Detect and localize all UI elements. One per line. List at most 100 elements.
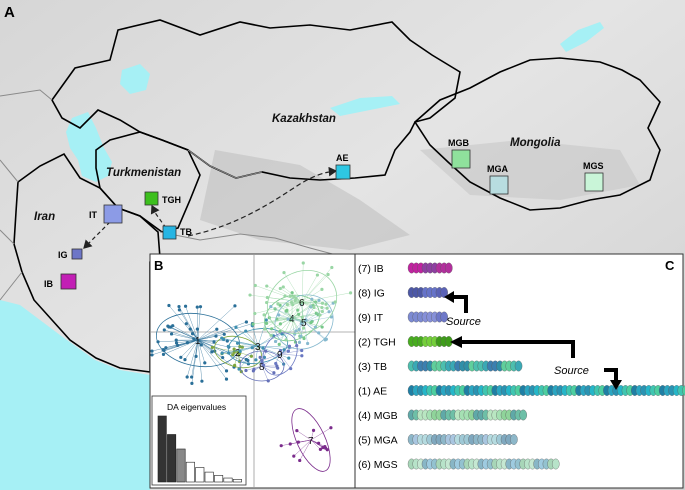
country-label-mongolia: Mongolia bbox=[510, 137, 561, 149]
scatter-link bbox=[197, 339, 249, 365]
scatter-point bbox=[195, 305, 199, 309]
scatter-point bbox=[318, 447, 323, 451]
scatter-link bbox=[301, 301, 323, 312]
scatter-point bbox=[248, 293, 252, 297]
scatter-link bbox=[279, 345, 297, 355]
scatter-point bbox=[238, 349, 242, 353]
scatter-link bbox=[283, 286, 303, 303]
scatter-point bbox=[297, 340, 302, 344]
eigenvalue-bar bbox=[204, 471, 214, 483]
eigenvalue-bar bbox=[232, 479, 242, 483]
site-ae[interactable]: AE bbox=[335, 153, 351, 180]
site-marker-mgb bbox=[451, 149, 471, 169]
scatter-link bbox=[294, 321, 305, 335]
scatter-link bbox=[291, 317, 301, 337]
scatter-link bbox=[281, 439, 312, 446]
scatter-link bbox=[279, 353, 302, 356]
scatter-point bbox=[224, 377, 229, 381]
country-label-iran: Iran bbox=[34, 211, 55, 223]
scatter-link bbox=[252, 325, 259, 347]
scatter-point bbox=[232, 347, 236, 351]
structure-row: (3) TB bbox=[358, 360, 523, 373]
site-it[interactable]: IT bbox=[89, 204, 123, 224]
scatter-point bbox=[265, 284, 269, 288]
eigenvalue-bar bbox=[167, 434, 177, 483]
scatter-point bbox=[296, 308, 300, 312]
scatter-cluster: 3 bbox=[220, 318, 291, 371]
scatter-point bbox=[244, 320, 249, 324]
scatter-link bbox=[197, 339, 227, 380]
scatter-point bbox=[276, 302, 280, 306]
scatter-point bbox=[161, 352, 166, 356]
scatter-point bbox=[203, 361, 207, 365]
scatter-link bbox=[303, 316, 332, 323]
scatter-point bbox=[300, 315, 304, 319]
scatter-point bbox=[297, 312, 301, 316]
scatter-point bbox=[276, 366, 280, 370]
site-ig[interactable]: IG bbox=[58, 248, 83, 260]
scatter-point bbox=[287, 344, 292, 348]
site-marker-mgs bbox=[584, 172, 604, 192]
scatter-point bbox=[198, 305, 203, 309]
site-mga[interactable]: MGA bbox=[487, 164, 508, 195]
scatter-link bbox=[270, 301, 303, 336]
scatter-point bbox=[295, 429, 299, 433]
scatter-link bbox=[185, 306, 199, 341]
scatter-link bbox=[197, 307, 199, 341]
scatter-cluster: 7 bbox=[279, 408, 333, 472]
scatter-ellipse bbox=[274, 294, 334, 350]
scatter-point bbox=[224, 369, 229, 373]
scatter-point bbox=[174, 338, 178, 342]
scatter-ellipse bbox=[239, 350, 285, 382]
site-tb[interactable]: TB bbox=[162, 225, 192, 240]
scatter-link bbox=[255, 285, 303, 303]
scatter-link bbox=[261, 353, 281, 361]
scatter-point bbox=[274, 361, 278, 366]
scatter-cluster-number: 9 bbox=[277, 350, 283, 361]
other-borders bbox=[0, 89, 341, 301]
route-tb-to-ae bbox=[187, 166, 338, 237]
scatter-point bbox=[254, 358, 258, 362]
scatter-point bbox=[162, 328, 166, 332]
scatter-link bbox=[245, 330, 259, 347]
scatter-link bbox=[257, 335, 274, 347]
site-mgs[interactable]: MGS bbox=[583, 161, 604, 192]
source-arrowhead-ig bbox=[444, 291, 454, 303]
site-ib[interactable]: IB bbox=[44, 273, 77, 290]
aral-sea bbox=[120, 64, 150, 94]
scatter-point bbox=[282, 270, 286, 275]
eigenvalue-bar bbox=[185, 461, 195, 483]
scatter-link bbox=[266, 301, 303, 303]
scatter-link bbox=[264, 301, 303, 330]
site-label-ae: AE bbox=[336, 153, 349, 163]
scatter-point bbox=[253, 283, 257, 288]
site-marker-ae bbox=[335, 164, 351, 180]
scatter-link bbox=[303, 300, 320, 323]
site-mgb[interactable]: MGB bbox=[448, 138, 471, 169]
scatter-point bbox=[269, 304, 273, 309]
scatter-point bbox=[195, 327, 199, 331]
scatter-point bbox=[166, 324, 170, 328]
lake-baikal bbox=[560, 22, 604, 52]
scatter-point bbox=[315, 273, 320, 277]
scatter-panel: B 1 2 3 4 5 6 7 8 9 DA eigenvalues bbox=[149, 253, 356, 489]
scatter-link bbox=[290, 295, 303, 303]
scatter-ellipse bbox=[262, 332, 298, 376]
scatter-point bbox=[190, 375, 194, 379]
scatter-link bbox=[197, 321, 247, 341]
scatter-cluster-number: 3 bbox=[255, 342, 261, 353]
scatter-link bbox=[301, 301, 304, 329]
scatter-point bbox=[192, 337, 196, 341]
scatter-link bbox=[303, 321, 319, 334]
scatter-link bbox=[151, 339, 199, 356]
scatter-clusters: 1 2 3 4 5 6 7 8 9 bbox=[150, 261, 353, 472]
scatter-link bbox=[296, 430, 312, 441]
scatter-link bbox=[278, 314, 305, 323]
site-tgh[interactable]: TGH bbox=[144, 191, 181, 206]
scatter-point bbox=[325, 306, 329, 310]
scatter-point bbox=[285, 303, 289, 307]
site-label-tb: TB bbox=[180, 227, 192, 237]
scatter-link bbox=[291, 317, 323, 328]
structure-panel: C (7) IB(8) IG(9) IT(2) TGH(3) TB(1) AE(… bbox=[354, 253, 685, 489]
